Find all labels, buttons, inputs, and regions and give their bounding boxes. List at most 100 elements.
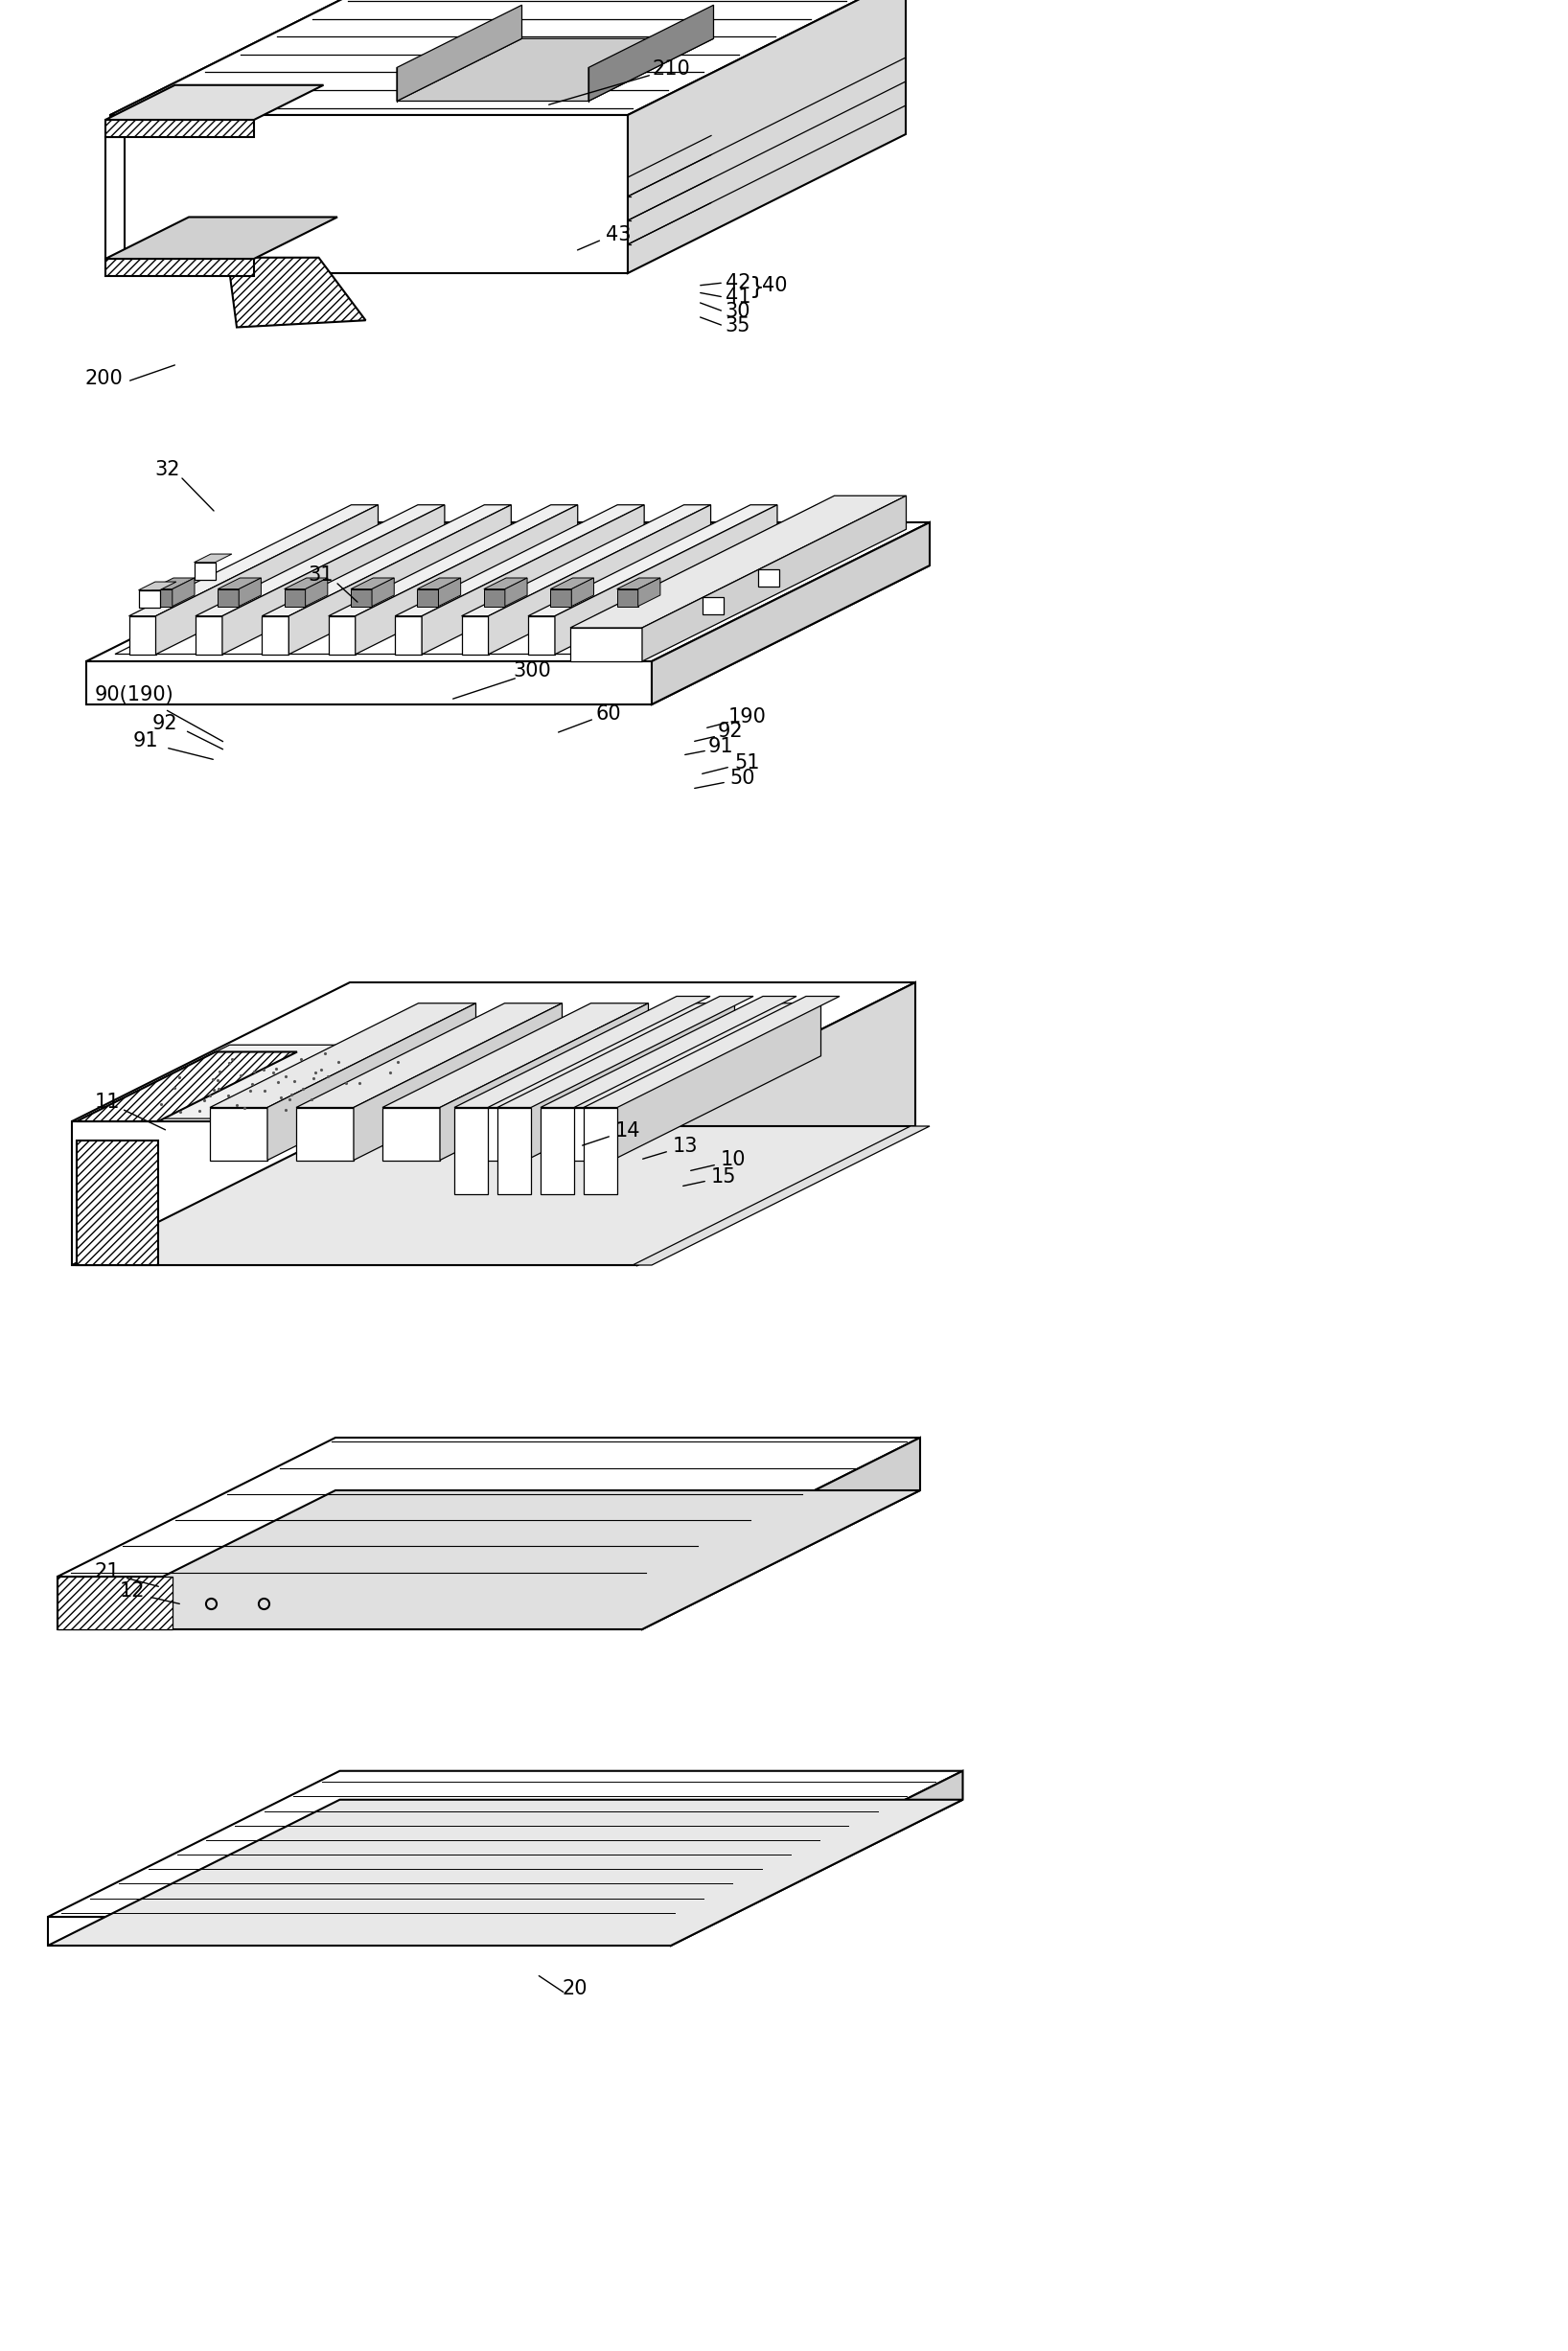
Text: 300: 300 bbox=[513, 661, 550, 679]
Polygon shape bbox=[555, 505, 778, 654]
Polygon shape bbox=[86, 567, 930, 705]
Polygon shape bbox=[497, 997, 753, 1107]
Polygon shape bbox=[151, 578, 194, 590]
Polygon shape bbox=[105, 85, 323, 120]
Polygon shape bbox=[383, 1004, 649, 1107]
Polygon shape bbox=[110, 115, 627, 273]
Polygon shape bbox=[289, 505, 511, 654]
Text: 92: 92 bbox=[152, 715, 177, 734]
Polygon shape bbox=[588, 5, 713, 101]
Polygon shape bbox=[72, 1121, 637, 1265]
Polygon shape bbox=[702, 597, 723, 614]
Polygon shape bbox=[372, 578, 394, 607]
Polygon shape bbox=[210, 1107, 268, 1159]
Polygon shape bbox=[351, 578, 394, 590]
Polygon shape bbox=[227, 259, 365, 327]
Polygon shape bbox=[395, 505, 644, 616]
Polygon shape bbox=[86, 661, 652, 705]
Polygon shape bbox=[643, 496, 906, 661]
Polygon shape bbox=[49, 1770, 963, 1916]
Polygon shape bbox=[356, 505, 577, 654]
Polygon shape bbox=[652, 522, 930, 705]
Text: 90(190): 90(190) bbox=[94, 684, 174, 705]
Polygon shape bbox=[550, 578, 594, 590]
Text: 21: 21 bbox=[94, 1561, 121, 1582]
Polygon shape bbox=[172, 578, 194, 607]
Polygon shape bbox=[528, 505, 778, 616]
Text: 12: 12 bbox=[119, 1582, 144, 1601]
Polygon shape bbox=[671, 1770, 963, 1947]
Polygon shape bbox=[105, 120, 254, 136]
Polygon shape bbox=[354, 1004, 561, 1159]
Polygon shape bbox=[306, 578, 328, 607]
Text: }: } bbox=[750, 275, 765, 299]
Polygon shape bbox=[58, 1578, 643, 1629]
Text: 20: 20 bbox=[563, 1980, 588, 1998]
Polygon shape bbox=[129, 616, 155, 654]
Polygon shape bbox=[455, 1107, 488, 1194]
Text: 13: 13 bbox=[673, 1136, 698, 1157]
Polygon shape bbox=[571, 496, 906, 628]
Text: 190: 190 bbox=[729, 708, 767, 726]
Polygon shape bbox=[397, 5, 522, 101]
Polygon shape bbox=[441, 1004, 649, 1159]
Polygon shape bbox=[439, 578, 461, 607]
Polygon shape bbox=[105, 259, 254, 275]
Polygon shape bbox=[82, 1044, 459, 1119]
Text: 60: 60 bbox=[596, 705, 621, 724]
Polygon shape bbox=[485, 590, 505, 607]
Polygon shape bbox=[194, 555, 232, 562]
Text: 40: 40 bbox=[762, 275, 787, 296]
Polygon shape bbox=[616, 590, 638, 607]
Polygon shape bbox=[110, 0, 906, 115]
Polygon shape bbox=[571, 628, 643, 661]
Polygon shape bbox=[58, 1436, 920, 1578]
Polygon shape bbox=[351, 590, 372, 607]
Polygon shape bbox=[284, 590, 306, 607]
Polygon shape bbox=[218, 578, 262, 590]
Polygon shape bbox=[110, 0, 389, 273]
Polygon shape bbox=[328, 505, 577, 616]
Polygon shape bbox=[223, 505, 445, 654]
Polygon shape bbox=[583, 997, 839, 1107]
Polygon shape bbox=[541, 997, 797, 1107]
Polygon shape bbox=[77, 1051, 296, 1121]
Polygon shape bbox=[528, 616, 555, 654]
Text: 200: 200 bbox=[85, 369, 122, 388]
Polygon shape bbox=[469, 1107, 527, 1159]
Text: 91: 91 bbox=[133, 731, 158, 750]
Polygon shape bbox=[643, 1436, 920, 1629]
Text: 15: 15 bbox=[710, 1168, 737, 1187]
Text: 11: 11 bbox=[94, 1093, 121, 1112]
Polygon shape bbox=[210, 1004, 475, 1107]
Polygon shape bbox=[422, 505, 644, 654]
Polygon shape bbox=[86, 522, 930, 661]
Polygon shape bbox=[238, 578, 262, 607]
Polygon shape bbox=[58, 1491, 920, 1629]
Polygon shape bbox=[637, 983, 916, 1265]
Polygon shape bbox=[262, 616, 289, 654]
Polygon shape bbox=[485, 578, 527, 590]
Polygon shape bbox=[296, 1004, 561, 1107]
Text: 41: 41 bbox=[726, 287, 751, 306]
Polygon shape bbox=[638, 578, 660, 607]
Text: 50: 50 bbox=[731, 769, 756, 788]
Text: 51: 51 bbox=[735, 752, 760, 773]
Polygon shape bbox=[397, 38, 713, 101]
Polygon shape bbox=[268, 1004, 475, 1159]
Text: 30: 30 bbox=[726, 301, 751, 322]
Text: 31: 31 bbox=[309, 567, 334, 585]
Text: 210: 210 bbox=[652, 59, 690, 78]
Polygon shape bbox=[218, 590, 238, 607]
Polygon shape bbox=[196, 616, 223, 654]
Polygon shape bbox=[757, 569, 779, 585]
Polygon shape bbox=[527, 1004, 735, 1159]
Polygon shape bbox=[328, 616, 356, 654]
Text: 92: 92 bbox=[718, 722, 743, 741]
Text: 14: 14 bbox=[615, 1121, 640, 1140]
Polygon shape bbox=[417, 578, 461, 590]
Polygon shape bbox=[296, 1107, 354, 1159]
Polygon shape bbox=[461, 616, 488, 654]
Polygon shape bbox=[196, 505, 445, 616]
Polygon shape bbox=[613, 1004, 822, 1159]
